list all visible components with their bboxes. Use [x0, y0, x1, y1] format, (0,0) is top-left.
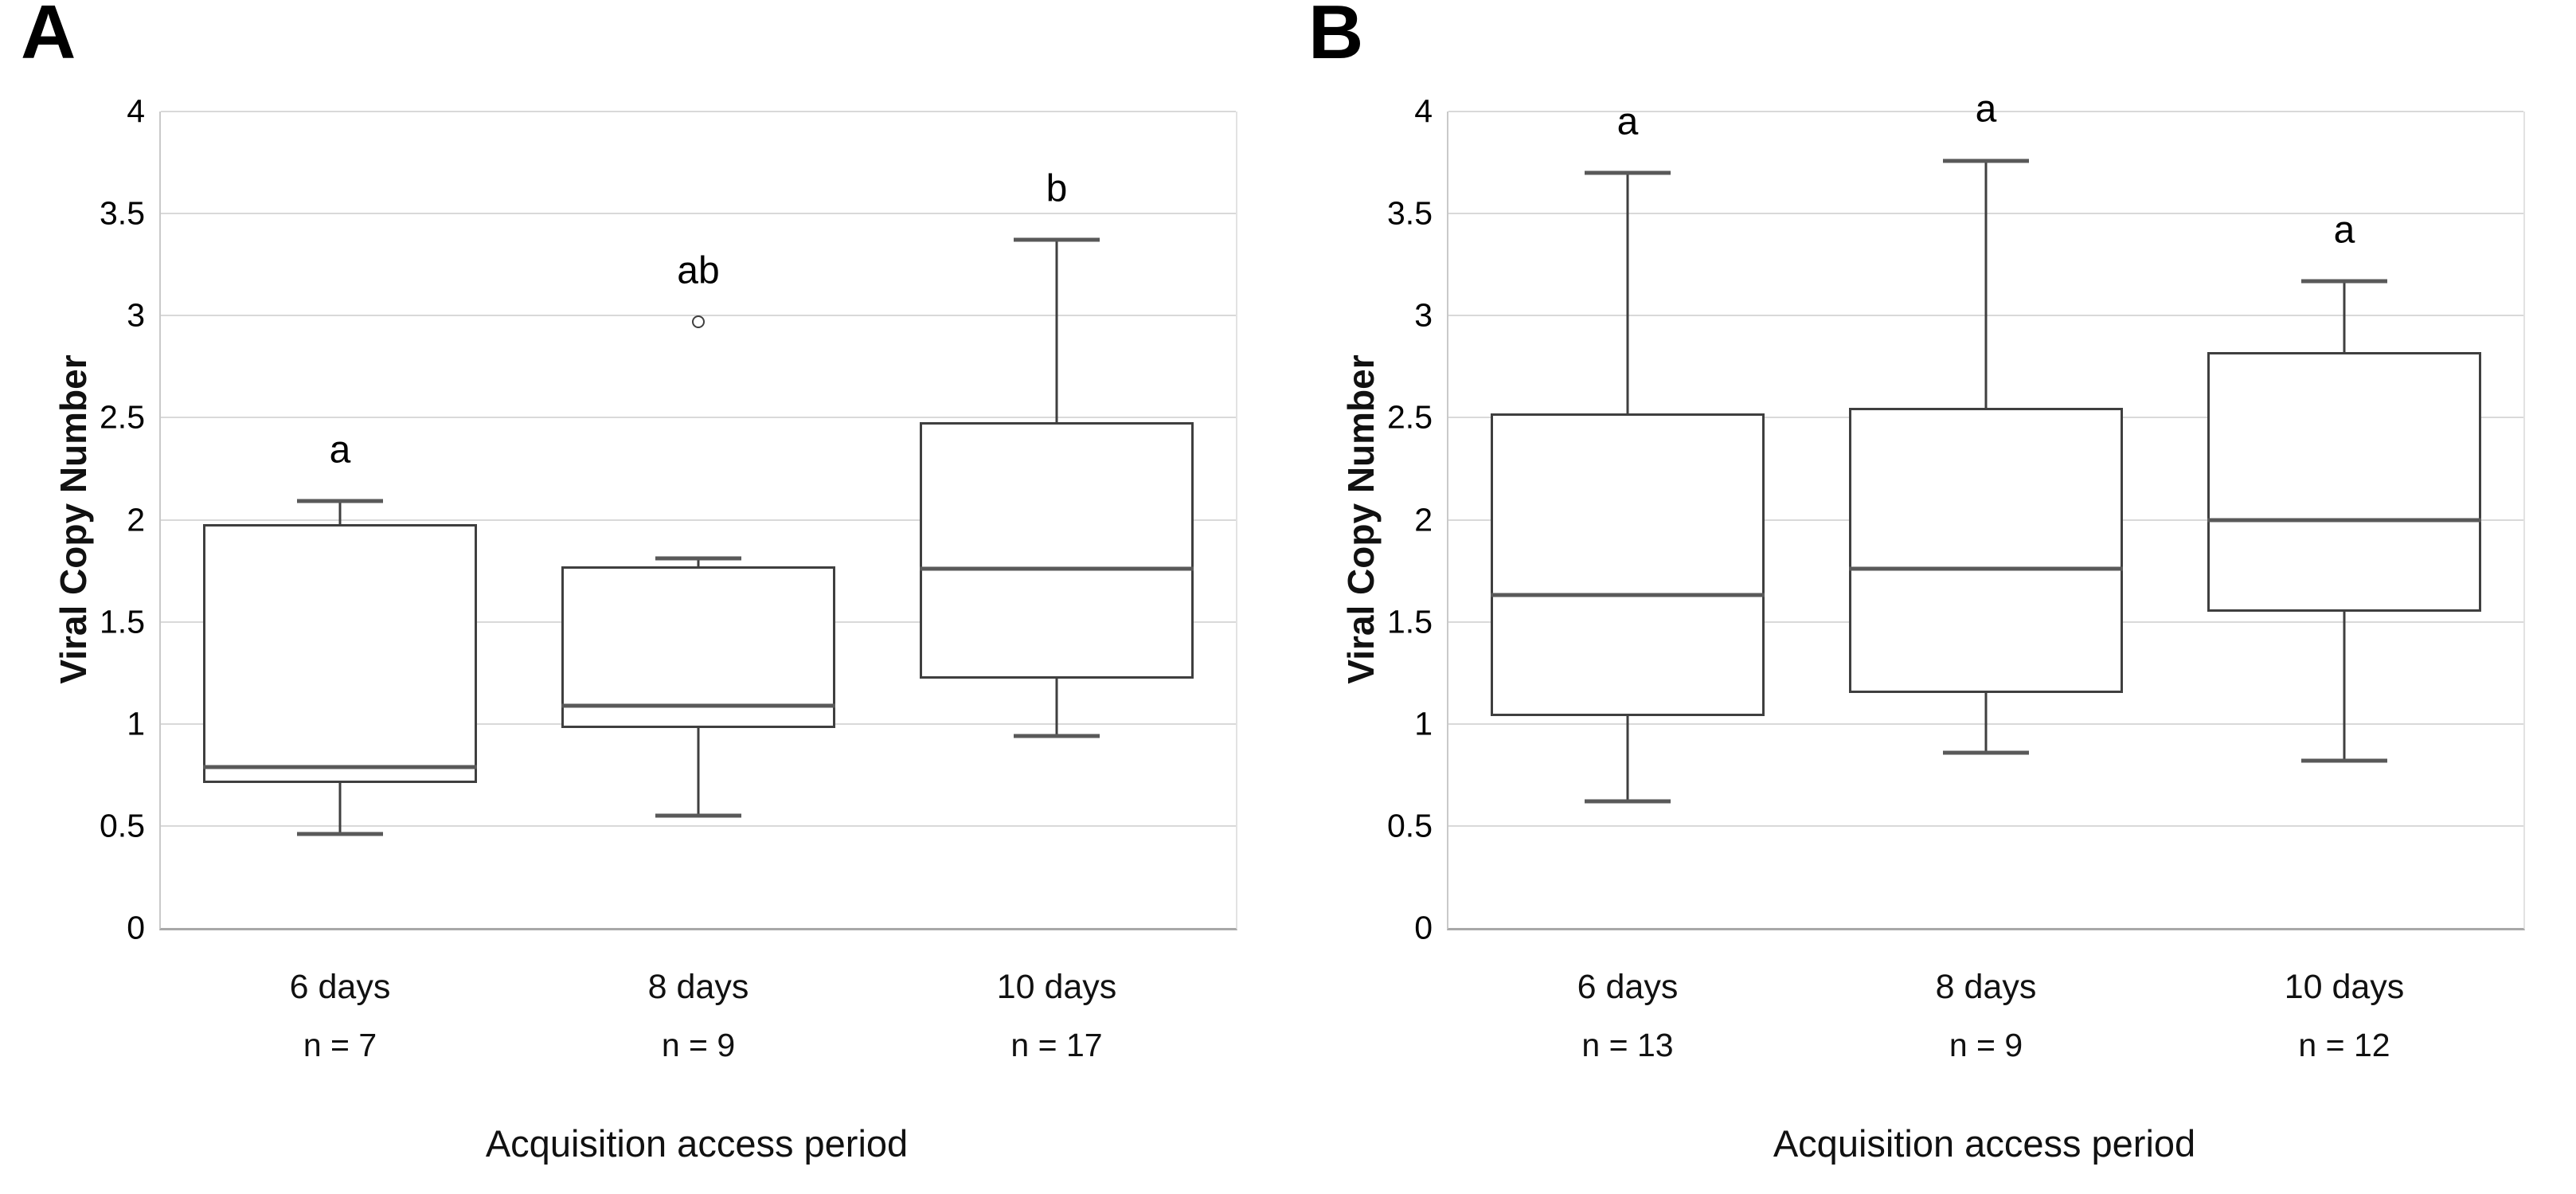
category-label: 6 days	[1577, 968, 1679, 1006]
significance-letter: b	[1046, 167, 1068, 210]
y-tick-label: 3	[127, 296, 145, 334]
panel-a: A Viral Copy Number 0 0.5 1 1.5 2 2.5 3 3.5 4 a 6 …	[21, 0, 1237, 1165]
median-line	[1848, 566, 2124, 571]
y-gridline	[161, 824, 1236, 827]
y-tick-label: 4	[1414, 92, 1433, 130]
whisker-cap-bottom	[2301, 758, 2387, 763]
box	[1848, 407, 2124, 694]
box	[202, 523, 478, 784]
category-label: 10 days	[996, 968, 1117, 1006]
n-label: n = 13	[1581, 1027, 1674, 1063]
significance-letter: a	[2333, 209, 2355, 252]
y-gridline	[1448, 824, 2523, 827]
box	[1490, 413, 1765, 716]
n-label: n = 9	[1949, 1027, 2023, 1063]
median-line	[1490, 593, 1765, 597]
whisker-cap-bottom	[1585, 799, 1671, 804]
y-gridline	[1448, 111, 2523, 112]
y-tick-label: 1.5	[1387, 603, 1433, 640]
y-gridline	[161, 519, 1236, 521]
y-gridline	[161, 417, 1236, 419]
category-label: 8 days	[647, 968, 749, 1006]
y-tick-label: 4	[127, 92, 145, 130]
y-tick-label: 0	[127, 909, 145, 946]
plot-area-b: 0 0.5 1 1.5 2 2.5 3 3.5 4 a 6 days n = 13 a 8 days n =…	[1387, 88, 2525, 1063]
n-label: n = 9	[661, 1027, 736, 1063]
y-tick-label: 0.5	[1387, 807, 1433, 844]
panel-letter-b: B	[1308, 0, 1364, 75]
median-line	[561, 703, 836, 708]
y-tick-label: 2.5	[100, 398, 145, 436]
x-axis-title: Acquisition access period	[1773, 1122, 2196, 1165]
whisker-cap-top	[655, 556, 741, 561]
y-tick-label: 3.5	[100, 194, 145, 232]
category-label: 6 days	[289, 968, 391, 1006]
median-line	[2207, 518, 2482, 522]
box	[919, 421, 1194, 679]
y-axis-title: Viral Copy Number	[53, 354, 94, 684]
whisker-cap-top	[1943, 159, 2029, 162]
whisker-cap-top	[297, 499, 383, 503]
y-gridline	[161, 111, 1236, 112]
whisker-cap-top	[2301, 279, 2387, 284]
whisker-cap-top	[1014, 237, 1100, 242]
significance-letter: a	[329, 429, 351, 472]
whisker-cap-bottom	[1943, 750, 2029, 755]
significance-letter: ab	[677, 249, 720, 292]
x-axis-title: Acquisition access period	[485, 1122, 909, 1165]
n-label: n = 17	[1010, 1027, 1103, 1063]
y-tick-label: 2	[1414, 501, 1433, 538]
y-tick-label: 1	[127, 705, 145, 742]
y-tick-label: 0.5	[100, 807, 145, 844]
significance-letter: a	[1975, 88, 1997, 131]
y-tick-label: 1	[1414, 705, 1433, 742]
y-tick-label: 3.5	[1387, 194, 1433, 232]
y-gridline	[161, 213, 1236, 215]
y-axis-title: Viral Copy Number	[1340, 354, 1382, 684]
outlier-point	[692, 315, 705, 328]
panel-b: B Viral Copy Number 0 0.5 1 1.5 2 2.5 3 3.5 4 a 6 …	[1288, 0, 2575, 1194]
y-tick-label: 0	[1414, 909, 1433, 946]
significance-letter: a	[1616, 100, 1639, 143]
n-label: n = 7	[303, 1027, 377, 1063]
whisker-cap-top	[1585, 170, 1671, 175]
box	[2207, 352, 2482, 612]
category-label: 10 days	[2284, 968, 2405, 1006]
n-label: n = 12	[2298, 1027, 2390, 1063]
panel-letter-a: A	[21, 0, 76, 75]
whisker-cap-bottom	[297, 832, 383, 836]
y-tick-label: 2.5	[1387, 398, 1433, 436]
y-tick-label: 3	[1414, 296, 1433, 334]
plot-area-a: 0 0.5 1 1.5 2 2.5 3 3.5 4 a 6 days n = 7 ab 8 days n =…	[100, 93, 1237, 1063]
median-line	[919, 566, 1194, 571]
whisker-cap-bottom	[1014, 734, 1100, 738]
box	[561, 566, 836, 728]
y-tick-label: 1.5	[100, 603, 145, 640]
category-label: 8 days	[1935, 968, 2037, 1006]
y-tick-label: 2	[127, 501, 145, 538]
median-line	[202, 765, 478, 769]
whisker-cap-bottom	[655, 813, 741, 818]
